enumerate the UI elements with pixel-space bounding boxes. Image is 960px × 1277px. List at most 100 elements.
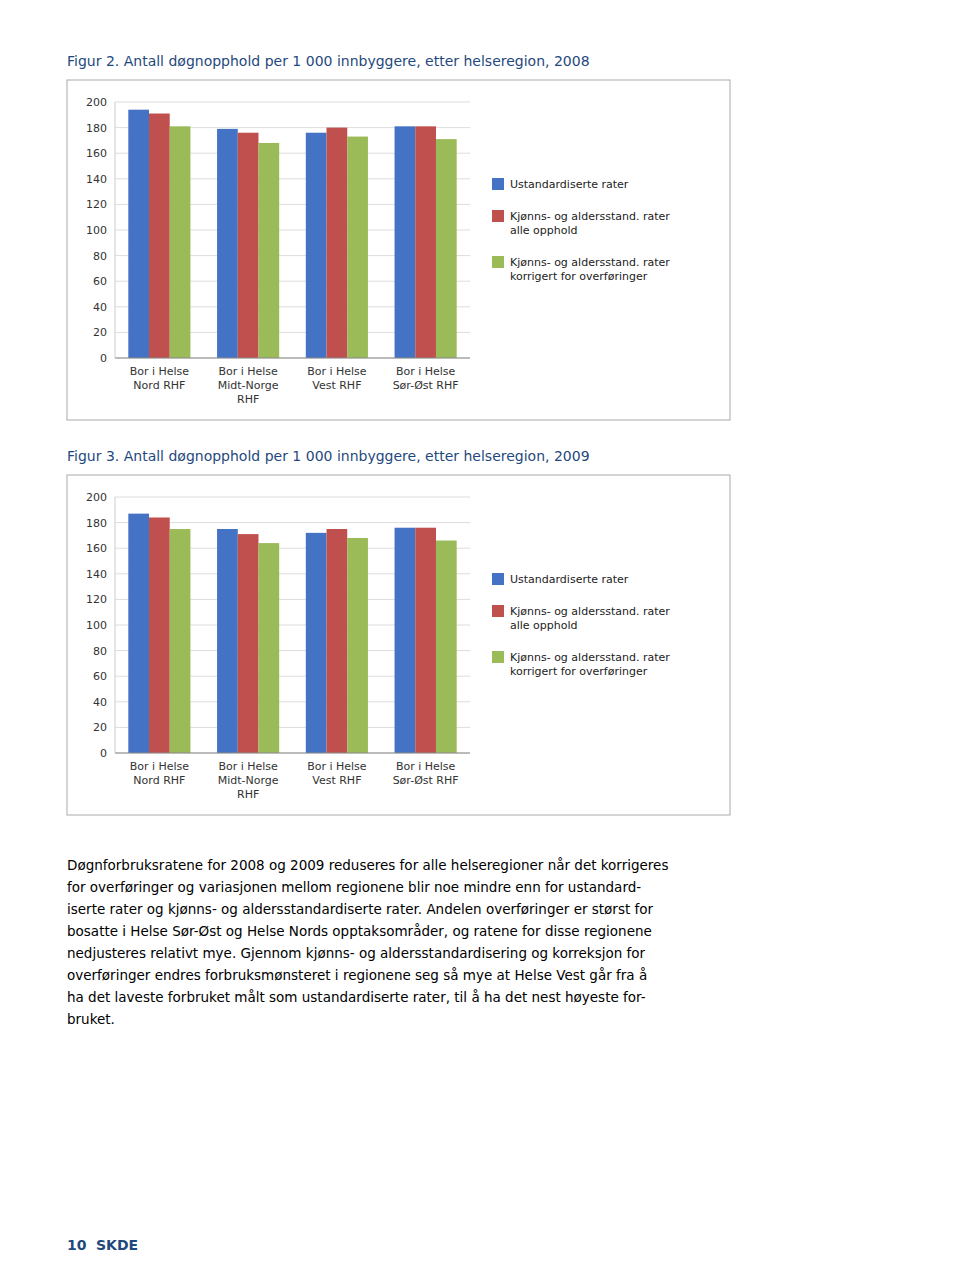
text-line: Bor i Helse (130, 365, 190, 378)
y-tick-label: 200 (86, 491, 107, 504)
body-text: iserte rater og kjønns- og aldersstandar… (67, 901, 654, 917)
bar (149, 517, 170, 753)
x-axis-line (115, 358, 470, 359)
bar (436, 139, 457, 358)
text-line: Kjønns- og aldersstand. rater (510, 651, 670, 664)
chart-frame (67, 475, 730, 815)
legend-swatch (492, 605, 504, 617)
text-line: Nord RHF (133, 774, 185, 787)
bars (128, 514, 456, 753)
bar (238, 133, 259, 358)
x-tick-label: Bor i HelseNord RHF (130, 365, 190, 392)
text-line: alle opphold (510, 619, 578, 632)
legend: Ustandardiserte raterKjønns- og aldersst… (492, 573, 670, 678)
grid-line (115, 497, 470, 498)
legend-swatch (492, 651, 504, 663)
text-line: Bor i Helse (307, 365, 367, 378)
bars (128, 110, 456, 358)
y-tick-label: 100 (86, 619, 107, 632)
grid-line (115, 753, 470, 754)
bar (395, 528, 416, 753)
text-line: Sør-Øst RHF (393, 379, 459, 392)
y-tick-label: 0 (100, 747, 107, 760)
body-text: nedjusteres relativt mye. Gjennom kjønns… (67, 945, 646, 961)
y-tick-label: 20 (93, 721, 107, 734)
y-tick-label: 100 (86, 224, 107, 237)
x-axis-line (115, 753, 470, 754)
text-line: Bor i Helse (307, 760, 367, 773)
y-tick-label: 120 (86, 593, 107, 606)
text-line: Kjønns- og aldersstand. rater (510, 210, 670, 223)
chart-title: Figur 2. Antall døgnopphold per 1 000 in… (67, 53, 590, 69)
bar (436, 541, 457, 753)
bar (128, 110, 149, 358)
body-text: ha det laveste forbruket målt som ustand… (67, 989, 646, 1005)
x-tick-label: Bor i HelseMidt-NorgeRHF (218, 760, 279, 801)
y-tick-label: 180 (86, 122, 107, 135)
y-tick-label: 140 (86, 568, 107, 581)
text-line: Kjønns- og aldersstand. rater (510, 605, 670, 618)
legend-label: Kjønns- og aldersstand. rateralle opphol… (510, 210, 670, 237)
text-line: RHF (237, 393, 259, 406)
body-text: for overføringer og variasjonen mellom r… (67, 879, 641, 895)
bar (347, 538, 368, 753)
y-tick-label: 40 (93, 301, 107, 314)
page: {"chart_data": [ {"type": "bar", "title"… (0, 0, 960, 1277)
y-tick-label: 40 (93, 696, 107, 709)
text-line: Bor i Helse (396, 365, 456, 378)
text-line: Midt-Norge (218, 379, 279, 392)
y-tick-label: 60 (93, 275, 107, 288)
x-tick-label: Bor i HelseVest RHF (307, 760, 367, 787)
bar (306, 133, 327, 358)
body-text: overføringer endres forbruksmønsteret i … (67, 967, 647, 983)
legend-swatch (492, 178, 504, 190)
chart: Figur 2. Antall døgnopphold per 1 000 in… (67, 53, 730, 420)
x-tick-label: Bor i HelseNord RHF (130, 760, 190, 787)
legend-label: Ustandardiserte rater (510, 178, 629, 191)
x-tick-label: Bor i HelseSør-Øst RHF (393, 365, 459, 392)
bar (327, 128, 348, 358)
legend-swatch (492, 256, 504, 268)
text-line: Vest RHF (312, 774, 361, 787)
body-text: bruket. (67, 1011, 115, 1027)
chart: Figur 3. Antall døgnopphold per 1 000 in… (67, 448, 730, 815)
text-line: korrigert for overføringer (510, 665, 648, 678)
text-line: Midt-Norge (218, 774, 279, 787)
legend-label: Kjønns- og aldersstand. raterkorrigert f… (510, 256, 670, 283)
y-tick-label: 0 (100, 352, 107, 365)
text-line: Kjønns- og aldersstand. rater (510, 256, 670, 269)
text-line: korrigert for overføringer (510, 270, 648, 283)
legend-swatch (492, 210, 504, 222)
text-line: Nord RHF (133, 379, 185, 392)
bar (395, 126, 416, 358)
text-line: Bor i Helse (396, 760, 456, 773)
y-axis-line (115, 102, 116, 358)
bar (415, 126, 436, 358)
y-axis-line (115, 497, 116, 753)
legend: Ustandardiserte rater Kjønns- og aldersst… (492, 178, 670, 283)
y-tick-label: 160 (86, 147, 107, 160)
x-tick-label: Bor i HelseVest RHF (307, 365, 367, 392)
legend-label: Kjønns- og aldersstand. rateralle opphol… (510, 605, 670, 632)
footer-text: SKDE (96, 1237, 138, 1253)
bar (170, 529, 191, 753)
text-line: Bor i Helse (218, 760, 278, 773)
grid-line (115, 102, 470, 103)
bar (327, 529, 348, 753)
text-line: Ustandardiserte rater (510, 178, 629, 191)
bar (217, 129, 238, 358)
bar (149, 114, 170, 358)
footer-number: 10 (67, 1237, 87, 1253)
body-text: bosatte i Helse Sør-Øst og Helse Nords o… (67, 923, 652, 939)
legend-swatch (492, 573, 504, 585)
bar (258, 143, 279, 358)
y-tick-label: 180 (86, 517, 107, 530)
grid-line (115, 358, 470, 359)
text-line: Vest RHF (312, 379, 361, 392)
bar (258, 543, 279, 753)
chart-frame (67, 80, 730, 420)
text-line: Bor i Helse (130, 760, 190, 773)
y-tick-label: 80 (93, 250, 107, 263)
text-line: RHF (237, 788, 259, 801)
y-tick-label: 120 (86, 198, 107, 211)
